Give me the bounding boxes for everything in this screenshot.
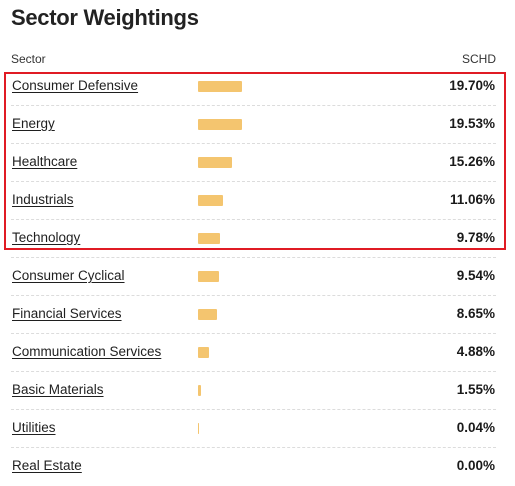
weight-value: 9.54% bbox=[456, 268, 495, 283]
sector-link[interactable]: Healthcare bbox=[12, 154, 78, 169]
weight-value: 0.00% bbox=[456, 458, 495, 473]
weight-value: 11.06% bbox=[449, 192, 495, 207]
weight-value: 8.65% bbox=[456, 306, 495, 321]
sector-link[interactable]: Basic Materials bbox=[12, 382, 104, 397]
sector-list: Consumer Defensive 19.70% Energy 19.53% … bbox=[11, 68, 496, 486]
weight-value: 19.53% bbox=[449, 116, 495, 131]
sector-row: Financial Services 8.65% bbox=[11, 296, 496, 334]
weight-bar bbox=[198, 309, 218, 320]
sector-column-header: Sector bbox=[11, 52, 46, 66]
weight-bar bbox=[198, 157, 233, 168]
weight-value: 9.78% bbox=[456, 230, 495, 245]
page-title: Sector Weightings bbox=[11, 5, 199, 30]
sector-link[interactable]: Communication Services bbox=[12, 344, 162, 359]
weight-bar bbox=[198, 385, 202, 396]
weight-bar bbox=[198, 119, 242, 130]
sector-row: Healthcare 15.26% bbox=[11, 144, 496, 182]
sector-link[interactable]: Real Estate bbox=[12, 458, 82, 473]
weight-bar bbox=[198, 195, 223, 206]
sector-link[interactable]: Consumer Defensive bbox=[12, 78, 139, 93]
weight-bar bbox=[198, 423, 199, 434]
sector-row: Real Estate 0.00% bbox=[11, 448, 496, 486]
sector-link[interactable]: Financial Services bbox=[12, 306, 122, 321]
sector-row: Utilities 0.04% bbox=[11, 410, 496, 448]
sector-row: Technology 9.78% bbox=[11, 220, 496, 258]
weight-bar bbox=[198, 233, 220, 244]
sector-link[interactable]: Industrials bbox=[12, 192, 74, 207]
sector-link[interactable]: Utilities bbox=[12, 420, 56, 435]
sector-row: Basic Materials 1.55% bbox=[11, 372, 496, 410]
table-header: Sector SCHD bbox=[11, 52, 496, 68]
fund-column-header: SCHD bbox=[461, 52, 496, 66]
sector-row: Consumer Cyclical 9.54% bbox=[11, 258, 496, 296]
weight-bar bbox=[198, 347, 209, 358]
weight-value: 15.26% bbox=[449, 154, 495, 169]
weight-bar bbox=[198, 81, 242, 92]
sector-link[interactable]: Energy bbox=[12, 116, 55, 131]
weight-value: 1.55% bbox=[456, 382, 495, 397]
weight-value: 19.70% bbox=[449, 78, 495, 93]
sector-row: Industrials 11.06% bbox=[11, 182, 496, 220]
weight-value: 0.04% bbox=[456, 420, 495, 435]
sector-row: Communication Services 4.88% bbox=[11, 334, 496, 372]
sector-row: Energy 19.53% bbox=[11, 106, 496, 144]
weight-bar bbox=[198, 271, 220, 282]
sector-row: Consumer Defensive 19.70% bbox=[11, 68, 496, 106]
sector-link[interactable]: Technology bbox=[12, 230, 81, 245]
weight-value: 4.88% bbox=[456, 344, 495, 359]
sector-link[interactable]: Consumer Cyclical bbox=[12, 268, 125, 283]
